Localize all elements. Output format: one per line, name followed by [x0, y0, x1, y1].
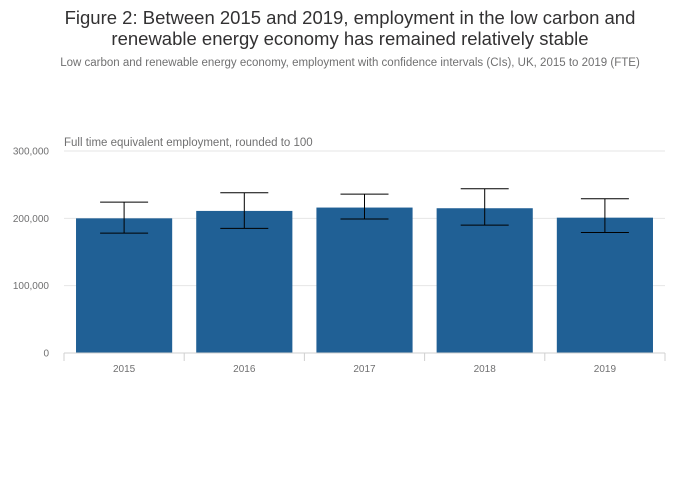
bar [316, 207, 413, 353]
y-axis-label: Full time equivalent employment, rounded… [64, 137, 313, 149]
x-tick-label: 2015 [113, 364, 136, 375]
error-bars [100, 188, 629, 234]
x-tick-label: 2018 [474, 364, 497, 375]
y-tick-label: 200,000 [13, 214, 50, 225]
x-tick-label: 2019 [594, 364, 617, 375]
chart-title-line-1: Figure 2: Between 2015 and 2019, employm… [64, 7, 636, 28]
chart-title: Figure 2: Between 2015 and 2019, employm… [0, 7, 700, 49]
x-axis: 2015 2016 2017 2018 2019 [63, 352, 666, 375]
x-tick-label: 2016 [233, 364, 256, 375]
bar [196, 210, 293, 353]
bars [76, 207, 653, 353]
y-tick-label: 0 [43, 349, 49, 360]
y-tick-label: 300,000 [13, 147, 50, 158]
chart-subtitle: Low carbon and renewable energy economy,… [60, 57, 640, 69]
y-axis-ticks: 0 100,000 200,000 300,000 [13, 147, 50, 360]
x-tick-label: 2017 [353, 364, 376, 375]
bar [76, 218, 173, 353]
bar [436, 208, 533, 353]
chart-title-line-2: renewable energy economy has remained re… [111, 28, 589, 49]
y-tick-label: 100,000 [13, 281, 50, 292]
bar [556, 217, 653, 353]
